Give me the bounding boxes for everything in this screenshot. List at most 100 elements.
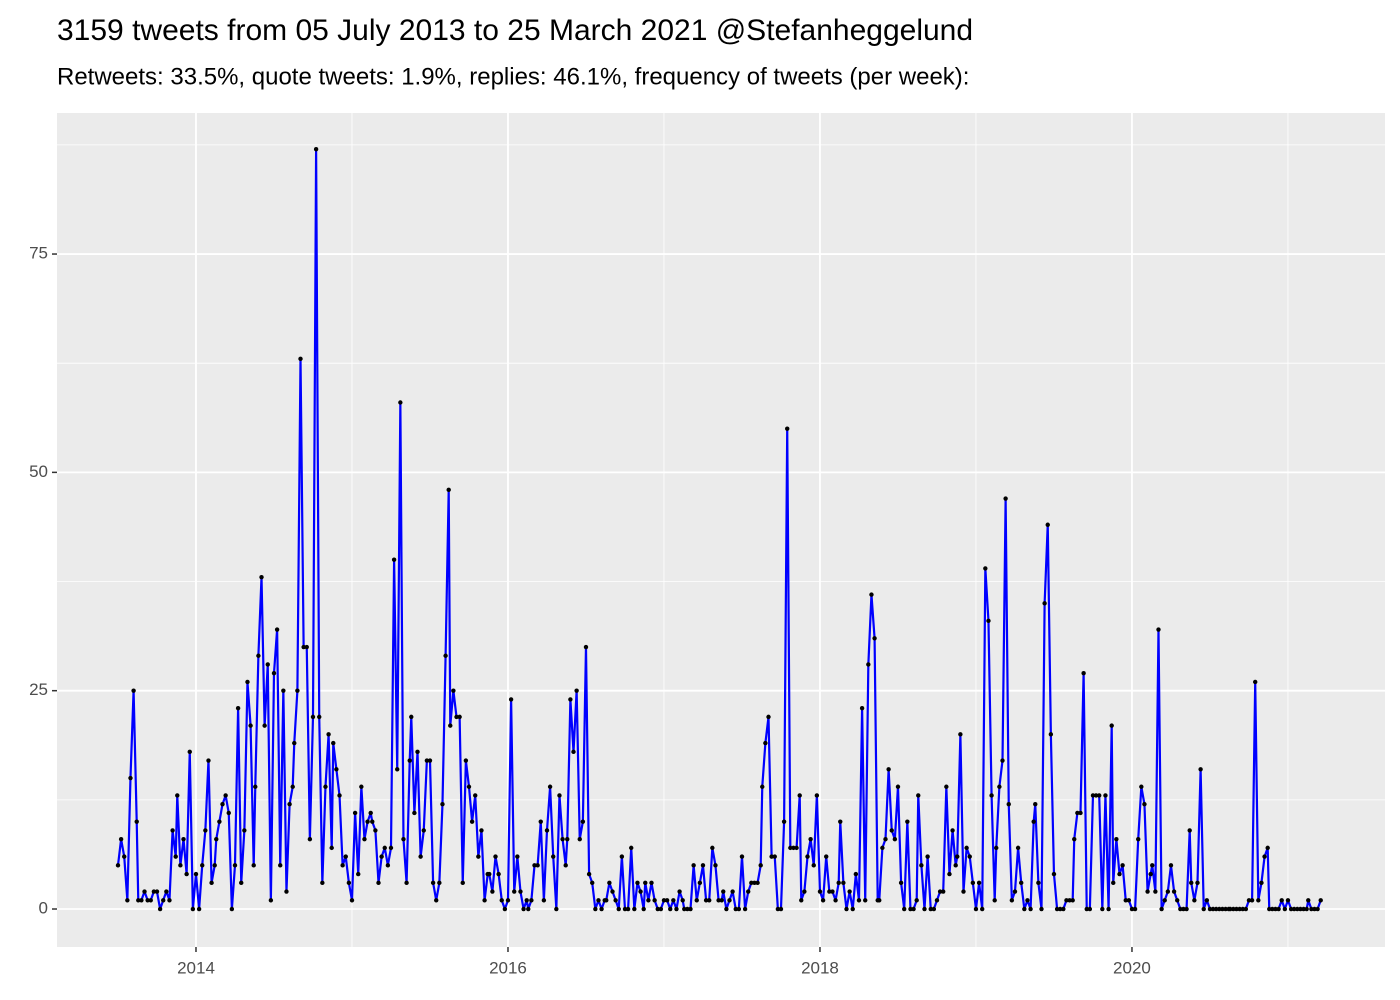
point: [262, 723, 267, 728]
point: [164, 889, 169, 894]
point: [889, 828, 894, 833]
chart-title: 3159 tweets from 05 July 2013 to 25 Marc…: [57, 14, 973, 47]
point: [181, 836, 186, 842]
point: [785, 426, 790, 431]
point: [577, 836, 582, 842]
point: [824, 854, 829, 859]
point: [902, 906, 907, 912]
point: [710, 845, 715, 851]
point: [242, 828, 247, 833]
point: [1033, 802, 1038, 807]
point: [292, 740, 297, 746]
point: [931, 906, 937, 912]
point: [1150, 863, 1155, 868]
point: [1142, 802, 1147, 807]
point: [1195, 880, 1200, 886]
point: [599, 906, 604, 912]
point: [1259, 880, 1264, 886]
point: [869, 592, 874, 597]
point: [830, 889, 835, 894]
x-tick-label: 2014: [177, 958, 215, 977]
point: [557, 793, 562, 798]
point: [1282, 906, 1288, 912]
point: [217, 819, 222, 824]
point: [950, 828, 955, 833]
point: [838, 819, 843, 824]
point: [118, 836, 124, 842]
point: [304, 644, 309, 650]
point: [593, 906, 598, 912]
point: [680, 898, 685, 903]
point: [226, 810, 231, 816]
point: [772, 854, 777, 859]
point: [1309, 906, 1314, 912]
point: [1156, 627, 1161, 632]
point: [521, 906, 526, 912]
point: [664, 898, 670, 903]
point: [1028, 906, 1033, 912]
point: [298, 356, 303, 362]
point: [469, 819, 475, 824]
point: [157, 906, 163, 912]
point: [370, 819, 375, 824]
point: [1019, 880, 1024, 886]
point: [641, 906, 646, 912]
point: [703, 898, 709, 903]
point: [356, 871, 361, 877]
point: [251, 863, 256, 868]
point: [278, 863, 283, 868]
point: [733, 906, 738, 912]
point: [1184, 906, 1189, 912]
point: [980, 906, 985, 912]
point: [863, 898, 868, 903]
point: [352, 810, 358, 816]
point: [346, 880, 352, 886]
point: [707, 898, 712, 903]
point: [547, 784, 553, 789]
point: [1243, 906, 1249, 912]
point: [232, 863, 238, 868]
point: [142, 889, 147, 894]
point: [331, 740, 336, 746]
point: [190, 906, 196, 912]
point: [610, 889, 615, 894]
point: [388, 845, 394, 851]
point: [833, 898, 838, 903]
point: [1153, 889, 1158, 894]
y-tick-label: 0: [39, 898, 48, 917]
point: [301, 644, 306, 650]
point: [239, 880, 244, 886]
point: [203, 828, 208, 833]
point: [898, 880, 904, 886]
point: [856, 898, 862, 903]
point: [886, 767, 891, 772]
point: [1000, 758, 1005, 763]
point: [1165, 889, 1171, 894]
chart-subtitle: Retweets: 33.5%, quote tweets: 1.9%, rep…: [57, 63, 969, 90]
point: [1246, 898, 1252, 903]
point: [836, 880, 841, 886]
point: [508, 697, 514, 702]
point: [220, 802, 225, 807]
point: [655, 906, 660, 912]
point: [541, 898, 547, 903]
point: [404, 880, 409, 886]
point: [343, 854, 348, 859]
point: [883, 836, 888, 842]
point: [1240, 906, 1245, 912]
point: [1306, 898, 1311, 903]
point: [524, 898, 529, 903]
point: [1136, 836, 1141, 842]
point: [752, 880, 757, 886]
point: [1298, 906, 1303, 912]
point: [739, 854, 745, 859]
point: [986, 618, 991, 624]
point: [742, 906, 748, 912]
point: [841, 880, 846, 886]
point: [1223, 906, 1228, 912]
point: [1204, 898, 1210, 903]
x-tick-label: 2020: [1113, 958, 1151, 977]
point: [206, 758, 211, 763]
point: [145, 898, 150, 903]
point: [385, 863, 391, 868]
